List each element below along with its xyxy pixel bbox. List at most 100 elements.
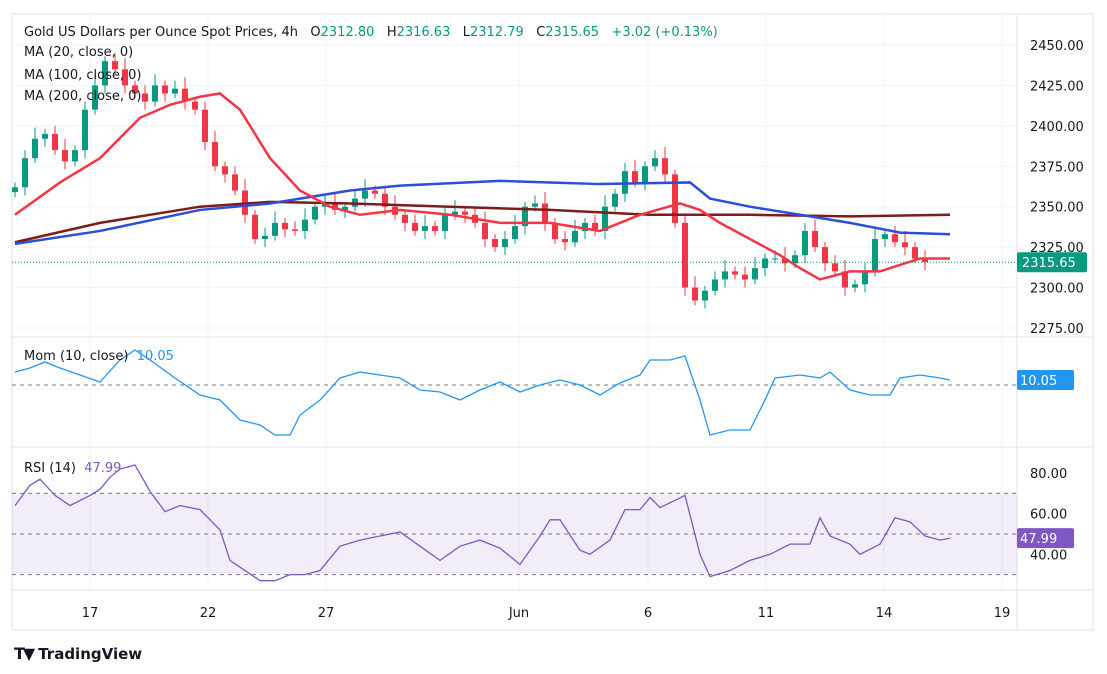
candle-body (632, 171, 638, 183)
candle-body (682, 222, 688, 288)
candle-body (562, 239, 568, 243)
tradingview-logo[interactable]: T▼ TradingView (14, 644, 142, 663)
rsi-tick-label: 80.00 (1030, 467, 1067, 482)
candle-body (922, 258, 928, 263)
candle-body (372, 190, 378, 194)
candle-body (612, 193, 618, 207)
candle-body (212, 142, 218, 167)
rsi-tick-label: 40.00 (1030, 548, 1067, 563)
candle-body (192, 101, 198, 110)
candle-body (32, 138, 38, 159)
candle-body (122, 69, 128, 86)
x-tick-label: 22 (200, 606, 217, 621)
candle-body (432, 226, 438, 231)
candle-body (842, 271, 848, 288)
ma20-legend[interactable]: MA (20, close, 0) (24, 45, 134, 60)
candle-body (592, 222, 598, 231)
candle-body (42, 133, 48, 139)
candle-body (412, 222, 418, 231)
candle-body (882, 234, 888, 240)
open-value: 2312.80 (320, 25, 375, 40)
candle-body (852, 284, 858, 288)
candle-body (272, 222, 278, 236)
ma100-line (14, 179, 951, 246)
candle-body (892, 234, 898, 243)
ma20-line (14, 92, 950, 281)
candle-body (202, 109, 208, 143)
rsi-legend[interactable]: RSI (14) 47.99 (24, 461, 121, 476)
candle-body (12, 187, 18, 193)
candle-body (702, 290, 708, 301)
candle-body (642, 166, 648, 183)
candle-body (22, 158, 28, 188)
candle-body (552, 222, 558, 240)
candle-body (582, 222, 588, 231)
candle-body (492, 239, 498, 248)
candle-body (512, 226, 518, 240)
change-value: +3.02 (+0.13%) (611, 25, 718, 40)
x-tick-label: 17 (82, 606, 99, 621)
candle-body (232, 174, 238, 191)
candle-body (532, 203, 538, 207)
ma100-legend[interactable]: MA (100, close, 0) (24, 68, 142, 83)
candle-body (772, 258, 778, 260)
candle-body (222, 166, 228, 175)
x-tick-label: 14 (876, 606, 893, 621)
candle-body (442, 214, 448, 231)
y-tick-label: 2275.00 (1030, 322, 1084, 337)
candle-body (162, 85, 168, 94)
candle-body (312, 206, 318, 220)
x-tick-label: 19 (994, 606, 1011, 621)
candle-body (692, 287, 698, 301)
candle-body (402, 214, 408, 223)
candle-body (872, 239, 878, 272)
candle-body (672, 174, 678, 223)
rsi-line (14, 464, 951, 582)
last-price-label: 2315.65 (1022, 256, 1076, 271)
rsi-value: 47.99 (84, 461, 122, 476)
candle-body (332, 203, 338, 210)
candle-body (132, 85, 138, 94)
y-tick-label: 2425.00 (1030, 79, 1084, 94)
y-tick-label: 2400.00 (1030, 120, 1084, 135)
symbol-legend: Gold US Dollars per Ounce Spot Prices, 4… (24, 25, 718, 40)
candle-body (92, 85, 98, 110)
x-tick-label: 11 (758, 606, 775, 621)
mom-badge (1017, 370, 1074, 390)
candle-body (782, 258, 788, 264)
y-tick-label: 2350.00 (1030, 201, 1084, 216)
candle-body (452, 211, 458, 215)
candle-body (482, 222, 488, 240)
candle-body (732, 271, 738, 275)
candle-body (112, 61, 118, 70)
candle-body (542, 203, 548, 223)
rsi-title: RSI (14) (24, 461, 76, 476)
candle-body (152, 85, 158, 102)
candle-body (282, 222, 288, 230)
candle-body (652, 158, 658, 167)
brand-name: TradingView (38, 644, 143, 663)
candle-body (462, 211, 468, 215)
candle-body (72, 150, 78, 162)
candle-body (262, 235, 268, 240)
candle-body (902, 242, 908, 248)
candle-body (722, 271, 728, 280)
candle-body (752, 268, 758, 280)
close-label: C (536, 25, 546, 40)
y-tick-label: 2375.00 (1030, 160, 1084, 175)
candle-body (362, 190, 368, 199)
rsi-badge (1017, 528, 1074, 549)
open-label: O (310, 25, 321, 40)
symbol-title: Gold US Dollars per Ounce Spot Prices, 4… (24, 25, 298, 40)
ma200-legend[interactable]: MA (200, close, 0) (24, 89, 142, 104)
candle-body (792, 255, 798, 264)
candle-body (302, 219, 308, 231)
close-value: 2315.65 (545, 25, 600, 40)
candle-body (822, 247, 828, 264)
x-tick-label: 6 (644, 606, 652, 621)
candle-body (342, 206, 348, 210)
candle-body (912, 247, 918, 259)
mom-legend[interactable]: Mom (10, close) 10.05 (24, 349, 174, 364)
chart-border (11, 13, 1094, 631)
